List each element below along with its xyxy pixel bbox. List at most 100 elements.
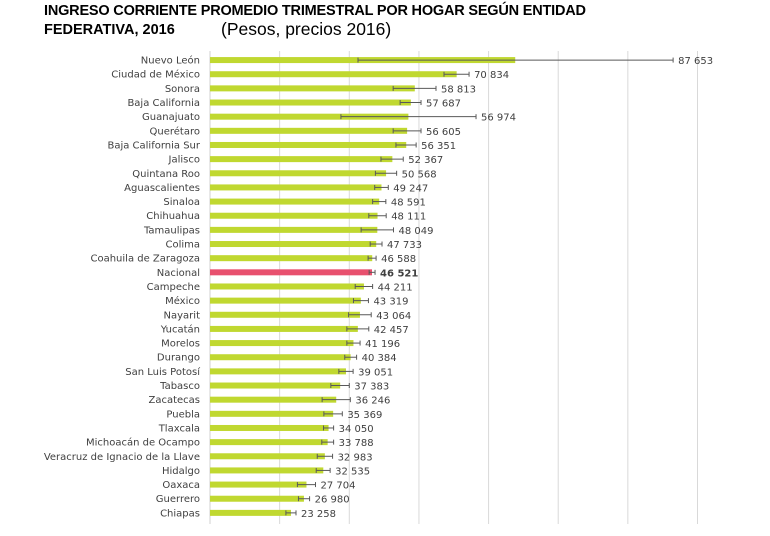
category-label: Campeche: [147, 282, 200, 293]
data-label: 37 383: [354, 382, 389, 393]
category-label: Colima: [165, 240, 200, 251]
data-label: 47 733: [387, 240, 422, 251]
bar: [210, 212, 378, 219]
data-label: 48 591: [391, 198, 426, 209]
data-label: 23 258: [301, 509, 336, 520]
category-label: Hidalgo: [162, 466, 200, 477]
category-label: Guerrero: [156, 494, 200, 505]
category-label: Michoacán de Ocampo: [86, 437, 200, 449]
bar: [210, 481, 307, 488]
data-label: 36 246: [355, 396, 390, 407]
category-label: Veracruz de Ignacio de la Llave: [44, 452, 200, 463]
data-label: 57 687: [426, 99, 461, 110]
category-label: Sonora: [165, 84, 200, 95]
bar: [210, 368, 346, 375]
data-label: 48 049: [399, 226, 434, 237]
bar: [210, 99, 411, 106]
bar: [210, 269, 372, 276]
bar: [210, 127, 408, 134]
bar: [210, 311, 360, 318]
bar: [210, 113, 409, 120]
category-label: Baja California: [127, 98, 200, 109]
category-label: Chihuahua: [146, 211, 200, 222]
data-label: 26 980: [315, 495, 350, 506]
category-label: San Luis Potosí: [125, 366, 201, 378]
category-label: Chiapas: [160, 508, 200, 519]
data-label: 41 196: [365, 339, 400, 350]
bar: [210, 226, 378, 233]
bar: [210, 467, 324, 474]
bar: [210, 424, 329, 431]
category-label: Nuevo León: [141, 55, 200, 67]
bar: [210, 241, 377, 248]
category-label: Puebla: [166, 409, 200, 420]
data-label: 56 605: [426, 127, 461, 138]
data-label: 44 211: [378, 282, 413, 293]
bar: [210, 439, 328, 446]
category-label: Jalisco: [168, 155, 200, 166]
category-label: Nayarit: [164, 310, 201, 321]
category-label: Ciudad de México: [111, 69, 200, 81]
bar: [210, 509, 291, 516]
data-label: 70 834: [474, 70, 509, 81]
category-label: Guanajuato: [142, 112, 200, 123]
data-label: 46 588: [381, 254, 416, 265]
category-label: Querétaro: [150, 125, 200, 137]
data-label: 87 653: [678, 56, 713, 67]
bar: [210, 410, 334, 417]
bar: [210, 85, 415, 92]
bar: [210, 354, 351, 361]
category-label: Coahuila de Zaragoza: [90, 254, 200, 265]
bar: [210, 340, 354, 347]
category-label: Baja California Sur: [107, 140, 200, 151]
bar: [210, 297, 361, 304]
data-label: 58 813: [441, 84, 476, 95]
bar: [210, 495, 304, 502]
chart-subtitle: (Pesos, precios 2016): [221, 19, 392, 39]
data-label: 46 521: [380, 268, 418, 279]
data-label: 39 051: [358, 367, 393, 378]
data-label: 35 369: [347, 410, 382, 421]
bar: [210, 198, 380, 205]
data-label: 50 568: [402, 169, 437, 180]
data-label: 42 457: [374, 325, 409, 336]
category-label: Tamaulipas: [143, 225, 200, 236]
data-label: 56 351: [421, 141, 456, 152]
error-bars: [285, 57, 674, 516]
bar: [210, 382, 341, 389]
bar: [210, 396, 337, 403]
data-label: 33 788: [339, 438, 374, 449]
category-label: Tlaxcala: [158, 423, 200, 434]
data-label: 43 319: [373, 297, 408, 308]
data-label: 40 384: [362, 353, 397, 364]
bar: [210, 156, 393, 163]
data-label: 56 974: [481, 113, 516, 124]
category-label: Durango: [157, 353, 200, 364]
bar: [210, 255, 373, 262]
category-label: México: [165, 295, 200, 307]
value-labels: 87 653 70 834 58 813 57 687 56 974 56 605 56 3…: [301, 56, 713, 520]
chart-title-line1: INGRESO CORRIENTE PROMEDIO TRIMESTRAL PO…: [44, 3, 586, 19]
category-label: Quintana Roo: [132, 169, 200, 180]
category-label: Tabasco: [159, 381, 200, 392]
category-label: Zacatecas: [148, 395, 200, 406]
data-label: 32 983: [338, 452, 373, 463]
bar: [210, 453, 325, 460]
bar: [210, 141, 407, 148]
bar: [210, 184, 382, 191]
bar: [210, 283, 364, 290]
category-label: Morelos: [161, 339, 200, 350]
category-label: Nacional: [157, 268, 200, 279]
data-label: 49 247: [393, 183, 428, 194]
data-label: 32 535: [335, 466, 370, 477]
data-label: 43 064: [376, 311, 411, 322]
data-label: 27 704: [321, 481, 356, 492]
data-label: 48 111: [391, 212, 426, 223]
category-label: Oaxaca: [162, 480, 200, 491]
bar: [210, 71, 457, 78]
chart-title-line2: FEDERATIVA, 2016: [44, 22, 175, 38]
data-label: 34 050: [339, 424, 374, 435]
category-label: Aguascalientes: [124, 183, 200, 194]
bar: [210, 170, 387, 177]
